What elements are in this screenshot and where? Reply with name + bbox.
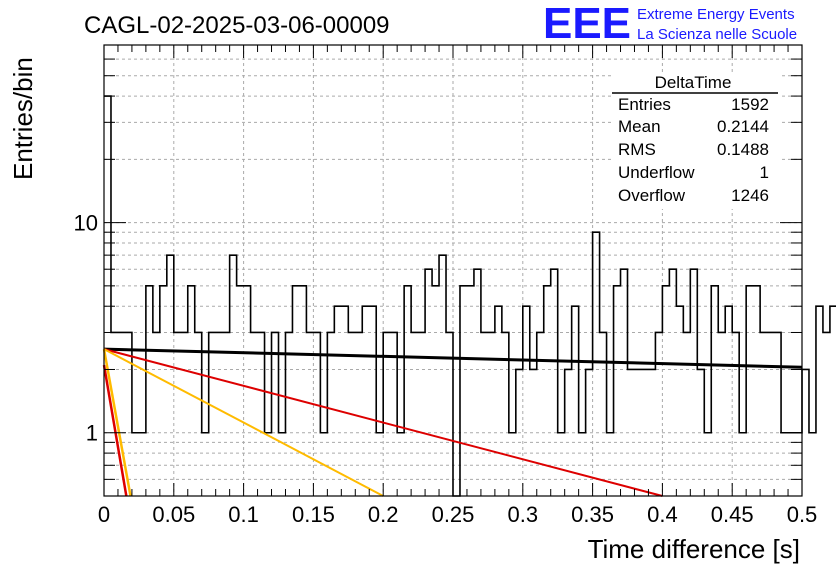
stats-value-mean: 0.2144 bbox=[717, 117, 769, 136]
x-tick-label: 0.2 bbox=[368, 502, 399, 527]
x-tick-label: 0.5 bbox=[787, 502, 818, 527]
stats-value-entries: 1592 bbox=[731, 95, 769, 114]
x-tick-label: 0.25 bbox=[432, 502, 475, 527]
stats-label-underflow: Underflow bbox=[618, 163, 695, 182]
y-tick-label: 10 bbox=[74, 211, 98, 236]
eee-logo: EEE Extreme Energy Events La Scienza nel… bbox=[543, 0, 797, 48]
fit-line-fit-black bbox=[103, 347, 803, 369]
fit-line-fit-red-steep bbox=[102, 364, 128, 497]
histogram-deltatime bbox=[104, 95, 836, 497]
eee-logo-line2: La Scienza nelle Scuole bbox=[637, 26, 797, 43]
axes: 0 0.05 0.1 0.15 0.2 0.25 0.3 0.35 0.4 0.45 0.5 1 10 bbox=[74, 44, 818, 527]
stats-label-entries: Entries bbox=[618, 95, 671, 114]
y-tick-label: 1 bbox=[86, 421, 98, 446]
eee-logo-text: EEE bbox=[543, 0, 631, 48]
x-tick-label: 0.45 bbox=[711, 502, 754, 527]
fit-line-fit-yellow-steep bbox=[102, 348, 132, 497]
x-tick-label: 0.1 bbox=[228, 502, 259, 527]
stats-box-title: DeltaTime bbox=[655, 73, 732, 92]
stats-label-rms: RMS bbox=[618, 140, 656, 159]
plot-area bbox=[102, 95, 836, 497]
x-tick-label: 0.15 bbox=[292, 502, 335, 527]
run-title: CAGL-02-2025-03-06-00009 bbox=[84, 12, 390, 39]
y-axis-label: Entries/bin bbox=[8, 57, 38, 180]
x-tick-label: 0.35 bbox=[571, 502, 614, 527]
fit-line-fit-red bbox=[103, 348, 663, 497]
x-tick-label: 0.4 bbox=[647, 502, 678, 527]
fit-line-fit-yellow bbox=[103, 348, 384, 497]
stats-box-background bbox=[612, 75, 780, 209]
stats-label-mean: Mean bbox=[618, 117, 661, 136]
x-tick-label: 0 bbox=[98, 502, 110, 527]
eee-logo-line1: Extreme Energy Events bbox=[637, 6, 795, 23]
stats-value-rms: 0.1488 bbox=[717, 140, 769, 159]
plot-frame bbox=[103, 44, 803, 497]
stats-box: DeltaTime Entries 1592 Mean 0.2144 RMS 0… bbox=[612, 73, 780, 209]
x-tick-label: 0.05 bbox=[152, 502, 195, 527]
stats-label-overflow: Overflow bbox=[618, 186, 686, 205]
stats-value-underflow: 1 bbox=[760, 163, 769, 182]
stats-value-overflow: 1246 bbox=[731, 186, 769, 205]
x-axis-label: Time difference [s] bbox=[588, 534, 800, 564]
x-tick-label: 0.3 bbox=[508, 502, 539, 527]
